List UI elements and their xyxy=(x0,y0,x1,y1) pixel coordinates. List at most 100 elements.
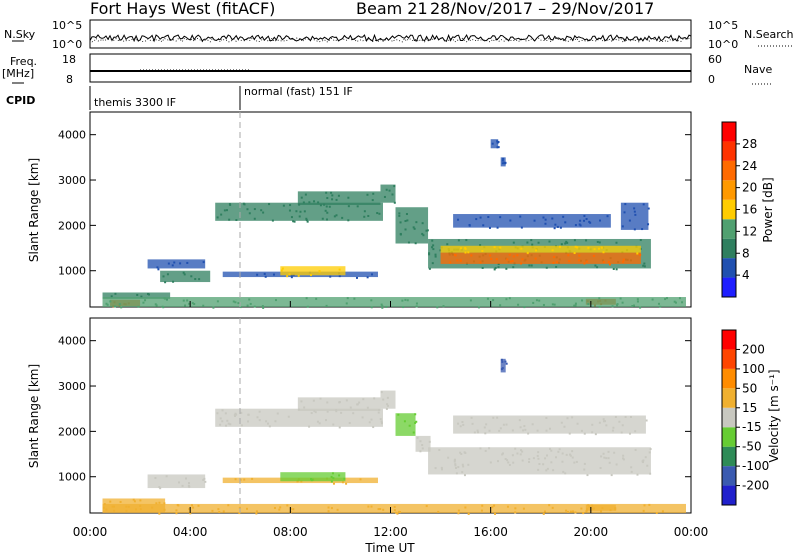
velocity-speckle xyxy=(630,470,633,473)
velocity-speckle xyxy=(582,512,585,515)
velocity-speckle xyxy=(330,507,333,510)
power-speckle xyxy=(407,241,410,244)
velocity-speckle xyxy=(211,509,214,512)
velocity-speckle xyxy=(395,511,398,514)
velocity-speckle xyxy=(377,508,380,511)
power-speckle xyxy=(526,241,529,244)
power-speckle xyxy=(535,249,538,252)
velocity-speckle xyxy=(352,412,355,415)
velocity-speckle xyxy=(151,506,154,509)
velocity-speckle xyxy=(505,423,508,426)
velocity-speckle xyxy=(459,451,462,454)
velocity-speckle xyxy=(412,431,415,434)
power-speckle xyxy=(436,306,439,309)
power-speckle xyxy=(347,219,350,222)
power-speckle xyxy=(479,216,482,219)
power-speckle xyxy=(581,299,584,302)
velocity-speckle xyxy=(518,419,521,422)
velocity-speckle xyxy=(414,421,417,424)
power-speckle xyxy=(261,305,264,308)
velocity-ytick-label-1: 2000 xyxy=(58,425,86,438)
velocity-speckle xyxy=(403,420,406,423)
power-colorbar-tick-label-4: 20 xyxy=(742,181,757,195)
velocity-speckle xyxy=(267,422,270,425)
velocity-speckle xyxy=(447,456,450,459)
power-region-11 xyxy=(440,252,641,264)
power-speckle xyxy=(381,306,384,309)
velocity-speckle xyxy=(273,506,276,509)
velocity-speckle xyxy=(247,420,250,423)
power-speckle xyxy=(288,209,291,212)
power-speckle xyxy=(326,211,329,214)
power-speckle xyxy=(633,210,636,213)
power-ytick-label-1: 2000 xyxy=(58,219,86,232)
power-speckle xyxy=(162,275,165,278)
power-speckle xyxy=(399,221,402,224)
power-speckle xyxy=(324,209,327,212)
power-speckle xyxy=(402,306,405,309)
power-speckle xyxy=(256,273,259,276)
velocity-speckle xyxy=(134,508,137,511)
velocity-region-8 xyxy=(415,435,431,452)
velocity-speckle xyxy=(493,504,496,507)
power-speckle xyxy=(191,302,194,305)
velocity-speckle xyxy=(531,423,534,426)
velocity-speckle xyxy=(561,460,564,463)
power-speckle xyxy=(643,262,646,265)
power-speckle xyxy=(585,239,588,242)
velocity-colorbar-tick-label-0: -200 xyxy=(742,479,769,493)
velocity-speckle xyxy=(571,456,574,459)
power-speckle xyxy=(622,258,625,261)
velocity-region-9 xyxy=(428,447,651,475)
power-speckle xyxy=(616,304,619,307)
beam-label: Beam 21 xyxy=(356,0,428,18)
power-speckle xyxy=(493,268,496,271)
velocity-speckle xyxy=(522,429,525,432)
power-speckle xyxy=(598,219,601,222)
velocity-speckle xyxy=(345,482,348,485)
power-speckle xyxy=(321,217,324,220)
freq-trace xyxy=(90,69,691,72)
power-speckle xyxy=(370,299,373,302)
power-speckle xyxy=(183,273,186,276)
nsky-label: N.Sky xyxy=(4,28,36,41)
velocity-speckle xyxy=(514,447,517,450)
velocity-speckle xyxy=(303,406,306,409)
velocity-speckle xyxy=(494,512,497,515)
power-colorbar-tick-label-1: 8 xyxy=(742,246,750,260)
power-speckle xyxy=(619,297,622,300)
power-speckle xyxy=(142,301,145,304)
power-region-6 xyxy=(215,202,383,221)
velocity-speckle xyxy=(318,422,321,425)
power-speckle xyxy=(479,261,482,264)
velocity-speckle xyxy=(467,463,470,466)
power-speckle xyxy=(318,270,321,273)
velocity-speckle xyxy=(532,457,535,460)
power-speckle xyxy=(406,219,409,222)
power-speckle xyxy=(325,218,328,221)
power-speckle xyxy=(628,219,631,222)
velocity-speckle xyxy=(314,411,317,414)
power-speckle xyxy=(331,194,334,197)
power-speckle xyxy=(310,274,313,277)
power-speckle xyxy=(559,226,562,229)
velocity-speckle xyxy=(421,444,424,447)
velocity-speckle xyxy=(311,478,314,481)
power-speckle xyxy=(166,273,169,276)
power-speckle xyxy=(578,259,581,262)
velocity-speckle xyxy=(453,460,456,463)
velocity-speckle xyxy=(189,512,192,515)
velocity-speckle xyxy=(163,502,166,505)
velocity-speckle xyxy=(624,416,627,419)
velocity-speckle xyxy=(580,429,583,432)
power-speckle xyxy=(519,215,522,218)
power-speckle xyxy=(491,142,494,145)
velocity-speckle xyxy=(586,509,589,512)
velocity-speckle xyxy=(634,430,637,433)
velocity-speckle xyxy=(644,456,647,459)
power-speckle xyxy=(383,195,386,198)
power-colorbar-tick-label-6: 28 xyxy=(742,137,757,151)
power-speckle xyxy=(583,219,586,222)
velocity-speckle xyxy=(506,505,509,508)
velocity-speckle xyxy=(528,458,531,461)
